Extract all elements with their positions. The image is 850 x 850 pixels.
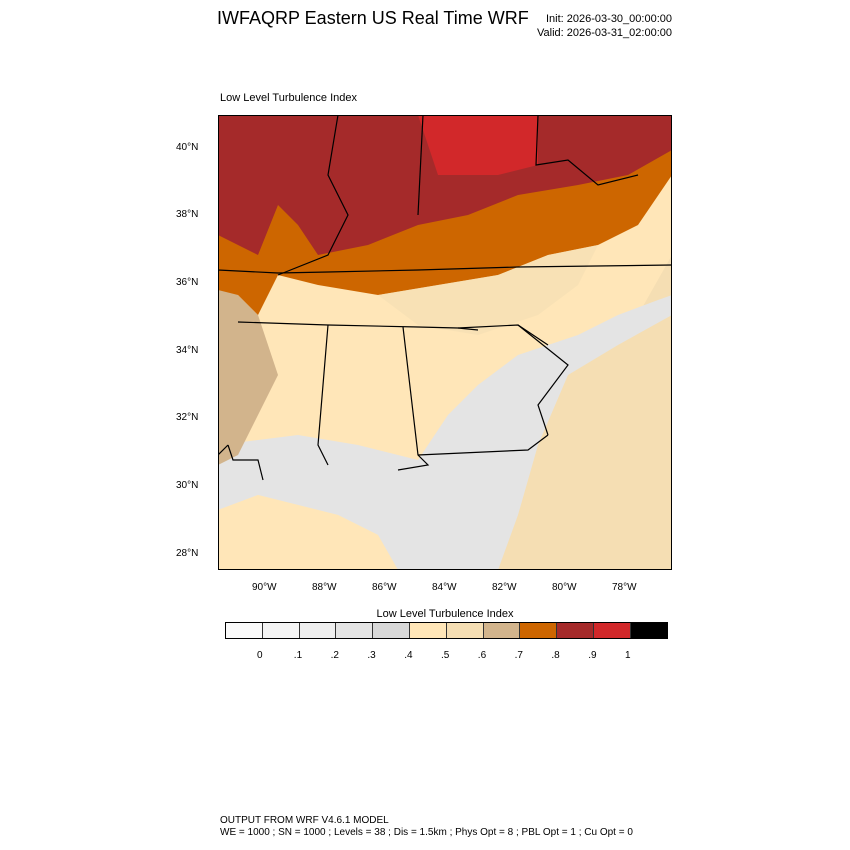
lat-tick: 38°N — [176, 209, 199, 220]
lat-tick: 36°N — [176, 277, 199, 288]
red-field — [418, 115, 538, 175]
footer-line-1: OUTPUT FROM WRF V4.6.1 MODEL — [220, 815, 389, 826]
colorbar-swatch — [299, 623, 337, 638]
colorbar-label: 0 — [257, 650, 263, 661]
grey-coastal-field — [218, 295, 672, 570]
colorbar-swatch — [630, 623, 667, 638]
colorbar-title: Low Level Turbulence Index — [376, 608, 514, 620]
colorbar-swatch — [557, 623, 594, 638]
colorbar-label: .2 — [330, 650, 339, 661]
colorbar-swatch — [262, 623, 300, 638]
field-name: Low Level Turbulence Index — [220, 92, 357, 104]
colorbar-swatch — [520, 623, 558, 638]
colorbar-swatch — [336, 623, 374, 638]
lon-tick: 80°W — [552, 582, 577, 593]
lon-tick: 82°W — [492, 582, 517, 593]
tan-field-east — [378, 245, 598, 335]
model-footer: OUTPUT FROM WRF V4.6.1 MODEL WE = 1000 ;… — [220, 815, 633, 839]
colorbar-label: .5 — [441, 650, 450, 661]
colorbar-swatch — [483, 623, 521, 638]
colorbar-label: .1 — [293, 650, 303, 661]
time-info: Init: 2026-03-30_00:00:00 Valid: 2026-03… — [537, 12, 672, 40]
colorbar-label: .8 — [551, 650, 560, 661]
colorbar — [225, 622, 668, 639]
lat-tick: 28°N — [176, 548, 199, 559]
footer-line-2: WE = 1000 ; SN = 1000 ; Levels = 38 ; Di… — [220, 827, 633, 838]
lon-tick: 86°W — [372, 582, 397, 593]
lat-tick: 32°N — [176, 412, 199, 423]
lat-tick: 34°N — [176, 345, 199, 356]
colorbar-label: .7 — [514, 650, 523, 661]
map-frame — [218, 115, 672, 570]
dark-red-field — [218, 115, 672, 255]
colorbar-label: .3 — [367, 650, 376, 661]
colorbar-swatch — [409, 623, 447, 638]
lat-tick: 40°N — [176, 142, 199, 153]
colorbar-label: .6 — [477, 650, 487, 661]
lat-tick: 30°N — [176, 480, 199, 491]
colorbar-swatch — [446, 623, 484, 638]
colorbar-label: .9 — [588, 650, 597, 661]
colorbar-swatch — [593, 623, 631, 638]
colorbar-label: .4 — [404, 650, 413, 661]
state-boundaries — [218, 115, 672, 481]
lon-tick: 90°W — [252, 582, 277, 593]
valid-time: Valid: 2026-03-31_02:00:00 — [537, 27, 672, 39]
turbulence-map — [218, 115, 672, 570]
colorbar-swatch — [373, 623, 410, 638]
lon-tick: 88°W — [312, 582, 337, 593]
plot-title: IWFAQRP Eastern US Real Time WRF — [217, 8, 529, 28]
colorbar-swatch — [226, 623, 263, 638]
init-time: Init: 2026-03-30_00:00:00 — [546, 13, 672, 25]
tan-field-west — [218, 275, 278, 465]
colorbar-label: 1 — [625, 650, 631, 661]
lon-tick: 84°W — [432, 582, 457, 593]
lon-tick: 78°W — [612, 582, 637, 593]
gulf-field — [218, 495, 398, 570]
